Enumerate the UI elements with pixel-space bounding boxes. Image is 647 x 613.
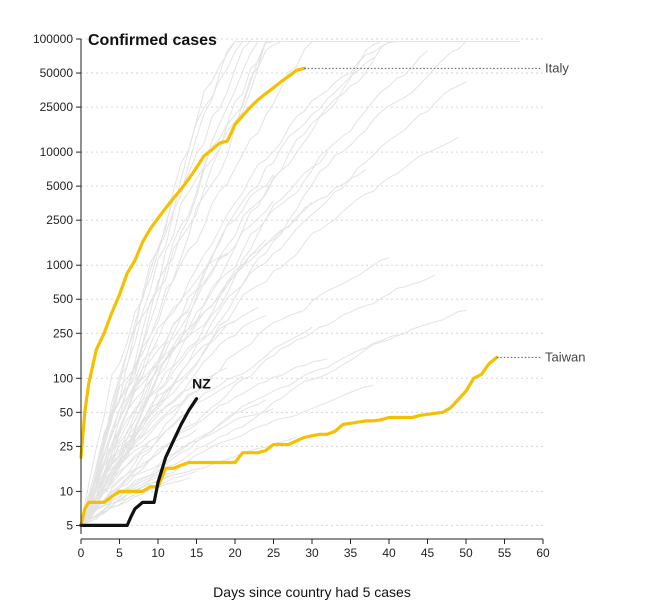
taiwan-series-label: Taiwan	[545, 349, 585, 364]
background-country-line	[80, 41, 505, 526]
italy-series-label: Italy	[545, 60, 569, 75]
x-tick-label: 30	[305, 546, 319, 560]
x-tick-label: 45	[421, 546, 435, 560]
x-tick-label: 15	[190, 546, 204, 560]
background-country-line	[80, 358, 328, 526]
x-tick-label: 10	[151, 546, 165, 560]
x-tick-label: 20	[228, 546, 242, 560]
background-country-line	[80, 428, 143, 526]
y-tick-label: 100	[53, 371, 73, 385]
y-tick-label: 25000	[40, 100, 74, 114]
background-country-line	[80, 375, 244, 526]
y-tick-label: 25	[60, 439, 74, 453]
y-tick-label: 50	[60, 405, 74, 419]
labels: Italy Taiwan NZ Confirmed cases Days since c…	[88, 32, 585, 600]
y-tick-label: 5	[66, 518, 73, 532]
background-country-line	[80, 81, 467, 526]
background-country-line	[80, 257, 390, 526]
background-country-line	[80, 41, 320, 526]
background-country-line	[80, 41, 366, 526]
background-country-line	[80, 41, 490, 526]
x-tick-label: 40	[382, 546, 396, 560]
background-country-line	[80, 151, 328, 526]
background-country-line	[80, 477, 189, 526]
x-tick-label: 25	[267, 546, 281, 560]
background-country-line	[80, 334, 397, 526]
y-tick-label: 250	[53, 326, 73, 340]
background-country-line	[80, 408, 274, 526]
x-tick-label: 55	[498, 546, 512, 560]
background-country-line	[80, 445, 151, 526]
background-country-line	[80, 136, 459, 526]
y-tick-label: 10	[60, 484, 74, 498]
background-country-line	[80, 274, 436, 526]
axes: 1000005000025000100005000250010005002501…	[33, 32, 550, 560]
background-country-lines	[80, 41, 520, 526]
taiwan-series-line	[79, 355, 499, 527]
y-tick-label: 2500	[46, 213, 73, 227]
x-tick-label: 35	[344, 546, 358, 560]
y-tick-label: 100000	[33, 32, 73, 46]
y-tick-label: 500	[53, 292, 73, 306]
background-country-line	[80, 200, 274, 526]
y-tick-label: 5000	[46, 179, 73, 193]
y-tick-label: 1000	[46, 258, 73, 272]
x-tick-label: 0	[78, 546, 85, 560]
background-country-line	[80, 472, 166, 526]
background-country-line	[80, 57, 374, 526]
italy-series-line	[79, 66, 306, 459]
y-tick-label: 50000	[40, 66, 74, 80]
x-tick-label: 50	[459, 546, 473, 560]
chart-title: Confirmed cases	[88, 32, 217, 49]
nz-series-line	[79, 397, 199, 527]
background-country-line	[80, 375, 143, 526]
background-country-line	[80, 307, 259, 526]
nz-series-label: NZ	[192, 376, 211, 392]
background-country-line	[80, 340, 182, 526]
x-tick-label: 5	[116, 546, 123, 560]
x-axis-title: Days since country had 5 cases	[213, 584, 411, 600]
background-country-line	[80, 310, 467, 526]
background-country-line	[80, 314, 267, 526]
grid-lines	[81, 38, 543, 526]
series-lines	[79, 66, 499, 527]
x-tick-label: 60	[536, 546, 550, 560]
y-tick-label: 10000	[40, 145, 74, 159]
